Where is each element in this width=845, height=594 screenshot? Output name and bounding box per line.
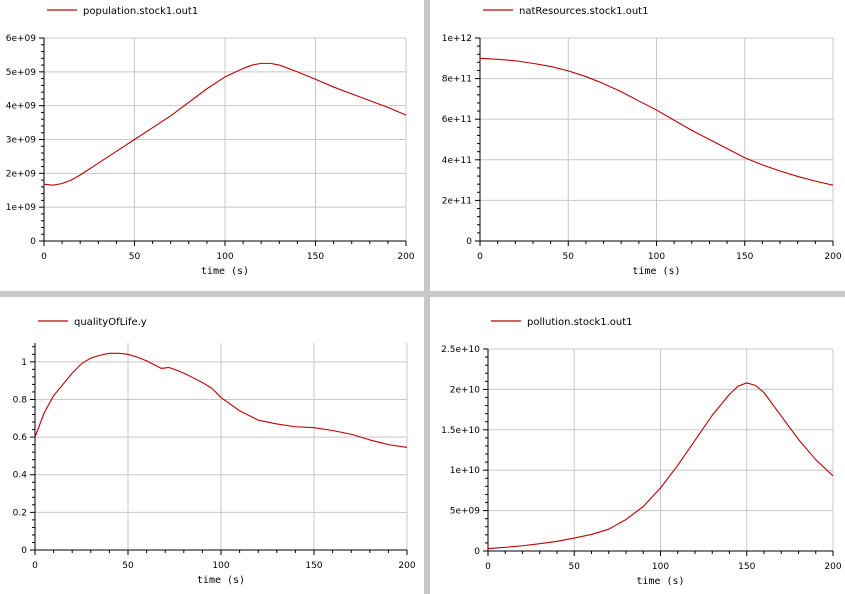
chart0-y-tick-label: 2e+09 [6,169,37,179]
nat-resources-chart: 0 50 100 150 200 0 2e+11 4e+11 6e+11 8e+11 1e+12 ti… [442,6,842,277]
chart0-legend-label: population.stock1.out1 [83,6,198,17]
chart1-y-tick-label: 1e+12 [442,34,472,44]
chart2-x-tick-label: 100 [212,561,229,571]
chart1-x-tick-label: 0 [477,252,483,262]
chart2-x-tick-label: 0 [32,561,38,571]
pollution-chart-panel: 0 50 100 150 200 0 5e+09 1e+10 1.5e+10 2e+10 2.5e+… [430,297,845,594]
chart3-x-tick-label: 0 [485,562,491,572]
nat-resources-chart-panel: 0 50 100 150 200 0 2e+11 4e+11 6e+11 8e+11 1e+12 ti… [430,0,845,291]
population-chart-panel: 0 50 100 150 200 0 1e+09 2e+09 3e+09 4e+09 5e+09 6e… [0,0,424,291]
chart3-x-tick-label: 150 [738,562,755,572]
chart1-x-tick-label: 150 [736,252,753,262]
chart1-y-tick-label: 2e+11 [442,196,472,206]
chart2-x-axis-title: time (s) [197,575,245,586]
quality-of-life-chart-panel: 0 50 100 150 200 0 0.2 0.4 0.6 0.8 1 time (s) qualit… [0,297,424,594]
population-chart: 0 50 100 150 200 0 1e+09 2e+09 3e+09 4e+09 5e+09 6e… [6,6,415,277]
chart1-y-tick-label: 4e+11 [442,156,472,166]
chart1-series-line [479,57,834,186]
chart3-x-tick-label: 50 [569,562,581,572]
chart2-y-tick-label: 1 [21,358,27,368]
chart3-y-tick-label: 1e+10 [450,466,481,476]
chart2-legend-label: qualityOfLife.y [74,317,147,328]
chart0-series-line [43,62,407,186]
chart0-x-tick-label: 200 [397,252,414,262]
chart3-y-tick-label: 2e+10 [450,385,481,395]
chart3-y-tick-label: 5e+09 [450,507,481,517]
chart0-y-tick-label: 3e+09 [6,136,37,146]
quality-of-life-chart: 0 50 100 150 200 0 0.2 0.4 0.6 0.8 1 time (s) qualit… [13,317,416,586]
chart1-y-tick-label: 0 [466,237,472,247]
chart0-y-tick-label: 4e+09 [6,102,37,112]
chart3-y-tick-label: 2.5e+10 [441,345,480,355]
chart2-x-tick-label: 50 [122,561,134,571]
chart2-y-tick-label: 0 [21,546,27,556]
chart1-legend-label: natResources.stock1.out1 [519,6,648,17]
chart3-y-tick-label: 1.5e+10 [441,426,480,436]
chart1-x-tick-label: 200 [824,252,841,262]
chart0-y-tick-label: 1e+09 [6,203,37,213]
chart0-x-axis-title: time (s) [201,266,249,277]
chart3-x-axis-title: time (s) [636,576,684,587]
chart1-y-tick-label: 6e+11 [442,115,472,125]
chart3-x-tick-label: 200 [824,562,841,572]
chart2-y-tick-label: 0.2 [13,508,27,518]
chart3-legend-label: pollution.stock1.out1 [527,317,633,328]
pollution-chart: 0 50 100 150 200 0 5e+09 1e+10 1.5e+10 2e+10 2.5e+… [441,317,842,587]
chart2-x-tick-label: 150 [305,561,322,571]
chart0-y-tick-label: 6e+09 [6,34,37,44]
chart0-x-tick-label: 100 [216,252,233,262]
chart1-x-tick-label: 100 [648,252,665,262]
chart2-x-tick-label: 200 [398,561,415,571]
chart0-x-tick-label: 50 [129,252,141,262]
chart1-x-axis-title: time (s) [632,266,680,277]
chart2-y-tick-label: 0.6 [13,433,28,443]
chart3-series-line [487,382,834,550]
chart0-y-tick-label: 0 [30,237,36,247]
chart1-x-tick-label: 50 [563,252,575,262]
chart1-y-tick-label: 8e+11 [442,75,472,85]
chart0-x-tick-label: 0 [41,252,47,262]
chart2-y-tick-label: 0.4 [13,471,28,481]
chart0-y-tick-label: 5e+09 [6,68,37,78]
chart3-y-tick-label: 0 [474,547,480,557]
chart0-x-tick-label: 150 [307,252,324,262]
chart2-series-line [34,352,408,448]
chart2-y-tick-label: 0.8 [13,395,28,405]
chart3-x-tick-label: 100 [652,562,669,572]
